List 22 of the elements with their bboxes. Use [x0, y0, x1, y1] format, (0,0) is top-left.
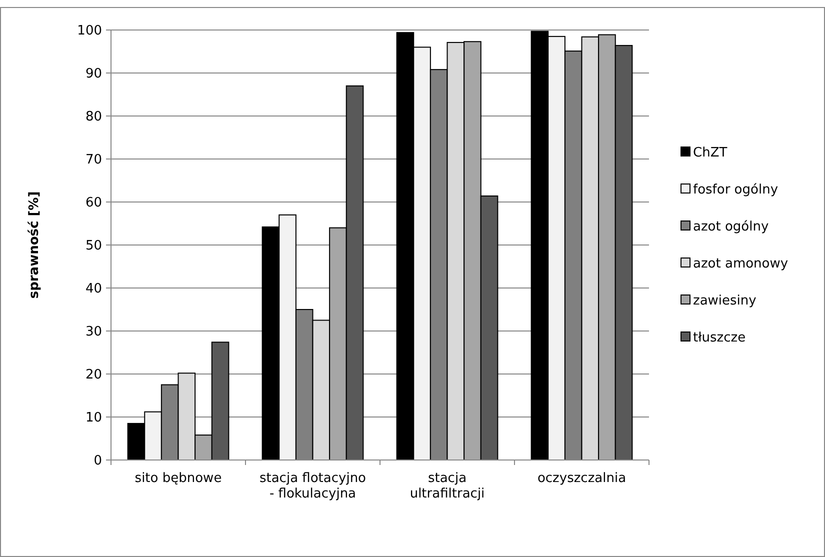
x-tick-label: oczyszczalnia	[537, 471, 626, 486]
x-tick-label: stacja ultrafiltracji	[410, 471, 485, 502]
y-tick-label: 40	[85, 282, 102, 297]
y-axis-title: sprawność [%]	[27, 191, 42, 299]
y-tick-label: 100	[77, 24, 102, 39]
legend-label: zawiesiny	[693, 294, 757, 309]
y-tick-label: 60	[85, 196, 102, 211]
y-tick-label: 90	[85, 66, 102, 82]
x-tick-label: sito bębnowe	[134, 471, 222, 486]
legend-label: azot amonowy	[693, 256, 788, 272]
y-tick-label: 20	[85, 368, 102, 383]
y-tick-label: 0	[94, 454, 102, 469]
y-tick-label: 10	[85, 410, 102, 426]
y-tick-label: 80	[85, 110, 102, 125]
y-tick-label: 50	[85, 238, 102, 254]
legend-label: ChZT	[693, 146, 728, 161]
legend-label: fosfor ogólny	[693, 182, 778, 198]
legend-label: tłuszcze	[693, 330, 746, 346]
x-tick-label: stacja flotacyjno - flokulacyjna	[259, 471, 366, 502]
y-tick-label: 70	[85, 152, 102, 168]
y-tick-label: 30	[85, 324, 102, 340]
legend-label: azot ogólny	[693, 220, 769, 235]
